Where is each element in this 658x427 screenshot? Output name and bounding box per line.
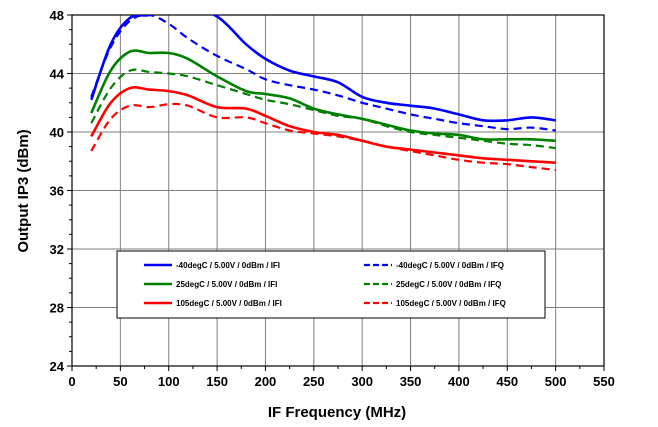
series-line-3	[90, 49, 556, 143]
series-line-4	[90, 68, 556, 150]
y-tick-label: 24	[50, 359, 65, 374]
legend-label-5: 105degC / 5.00V / 0dBm / IFI	[176, 299, 282, 308]
series-line-6	[90, 102, 556, 172]
legend-label-3: 25degC / 5.00V / 0dBm / IFI	[176, 280, 277, 289]
x-tick-label: 0	[68, 374, 75, 389]
x-axis-title: IF Frequency (MHz)	[268, 404, 406, 421]
x-tick-label: 350	[400, 374, 422, 389]
y-tick-label: 28	[50, 301, 64, 316]
x-tick-label: 500	[545, 374, 567, 389]
x-tick-label: 50	[113, 374, 127, 389]
y-tick-label: 48	[50, 8, 64, 23]
x-tick-label: 150	[206, 374, 228, 389]
y-tick-label: 44	[50, 67, 65, 82]
series-line-2	[90, 15, 556, 132]
y-tick-label: 40	[50, 125, 64, 140]
legend-box	[116, 250, 546, 319]
x-tick-label: 250	[303, 374, 325, 389]
legend: -40degC / 5.00V / 0dBm / IFI -40degC / 5.…	[116, 250, 546, 319]
x-tick-label: 450	[496, 374, 518, 389]
series-layer	[90, 15, 556, 172]
legend-label-1: -40degC / 5.00V / 0dBm / IFI	[176, 261, 280, 270]
legend-label-2: -40degC / 5.00V / 0dBm / IFQ	[396, 261, 504, 270]
series-line-5	[90, 86, 556, 164]
y-tick-label: 32	[50, 242, 64, 257]
x-tick-label: 300	[351, 374, 373, 389]
axes: 24 28 32 36 40 44 48 0 50 100 150 200 250 300 350 400 45…	[50, 8, 615, 389]
y-axis-title: Output IP3 (dBm)	[15, 129, 32, 252]
series-line-1	[90, 15, 556, 123]
y-tick-label: 36	[50, 184, 64, 199]
x-tick-label: 100	[158, 374, 180, 389]
legend-label-4: 25degC / 5.00V / 0dBm / IFQ	[396, 280, 501, 289]
legend-label-6: 105degC / 5.00V / 0dBm / IFQ	[396, 299, 506, 308]
x-tick-label: 400	[448, 374, 470, 389]
x-tick-label: 550	[593, 374, 615, 389]
x-tick-label: 200	[255, 374, 277, 389]
plot-frame	[71, 14, 605, 367]
